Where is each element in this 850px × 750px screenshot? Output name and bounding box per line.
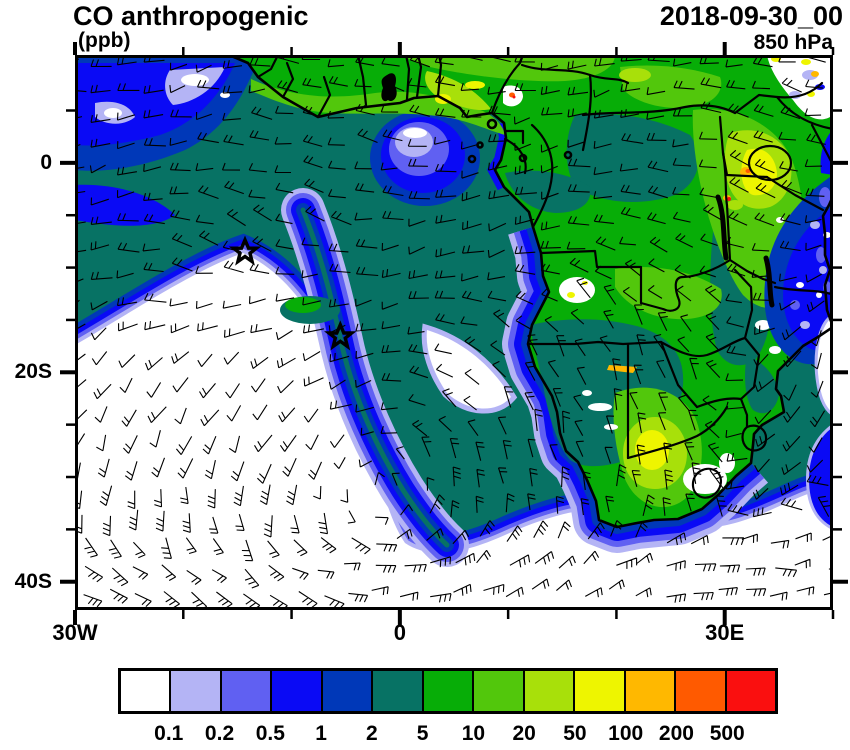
colorbar-tick-label: 0.5 [255, 722, 285, 745]
datetime-label: 2018-09-30_00 [659, 1, 843, 31]
station-markers [228, 235, 357, 351]
map-panel [75, 55, 833, 610]
colorbar-tick-label: 50 [563, 722, 587, 745]
colorbar-tick-label: 500 [709, 722, 745, 745]
lake-malawi [763, 255, 775, 308]
map-frame [75, 55, 833, 610]
x-tick-label: 30W [52, 620, 98, 645]
colorbar-cell [421, 671, 473, 711]
colorbar-cell [472, 671, 523, 711]
colorbar-tick-label: 200 [658, 722, 694, 745]
country-borders [256, 55, 833, 499]
colorbar-cell [270, 671, 321, 711]
units-label: (ppb) [78, 29, 131, 52]
island-sao-tome [467, 154, 477, 164]
lake-tanganyika [715, 194, 729, 261]
colorbar-cell [121, 671, 170, 711]
x-tick-label: 30E [705, 620, 745, 645]
plot-title: CO anthropogenic [73, 1, 309, 31]
colorbar-cell [674, 671, 725, 711]
y-tick-label: 20S [14, 360, 52, 384]
colorbar-tick-label: 100 [608, 722, 644, 745]
y-tick-label: 0 [40, 150, 52, 174]
lake-victoria [747, 144, 793, 182]
border-lesotho [691, 467, 722, 499]
colorbar-cell [724, 671, 776, 711]
colorbar-tick-label: 2 [366, 722, 378, 745]
colorbar-cell [623, 671, 675, 711]
colorbar [118, 668, 778, 714]
pressure-level-label: 850 hPa [753, 31, 833, 54]
colorbar-tick-label: 0.1 [154, 722, 184, 745]
y-tick-label: 40S [14, 569, 52, 593]
colorbar-cell [371, 671, 422, 711]
colorbar-cell [522, 671, 574, 711]
colorbar-tick-label: 0.2 [204, 722, 235, 745]
colorbar-tick-label: 10 [461, 722, 486, 745]
colorbar-cell [169, 671, 220, 711]
colorbar-tick-label: 5 [416, 722, 429, 745]
colorbar-cell [219, 671, 271, 711]
star-marker [228, 235, 262, 266]
wind-barbs [75, 55, 833, 610]
island-bioko [486, 118, 498, 130]
colorbar-tick-label: 1 [315, 722, 327, 745]
colorbar-cell [320, 671, 372, 711]
colorbar-tick-label: 20 [512, 722, 536, 745]
colorbar-cell [573, 671, 624, 711]
contour-map [75, 55, 833, 610]
x-tick-label: 0 [393, 620, 406, 645]
star-marker [324, 320, 357, 351]
